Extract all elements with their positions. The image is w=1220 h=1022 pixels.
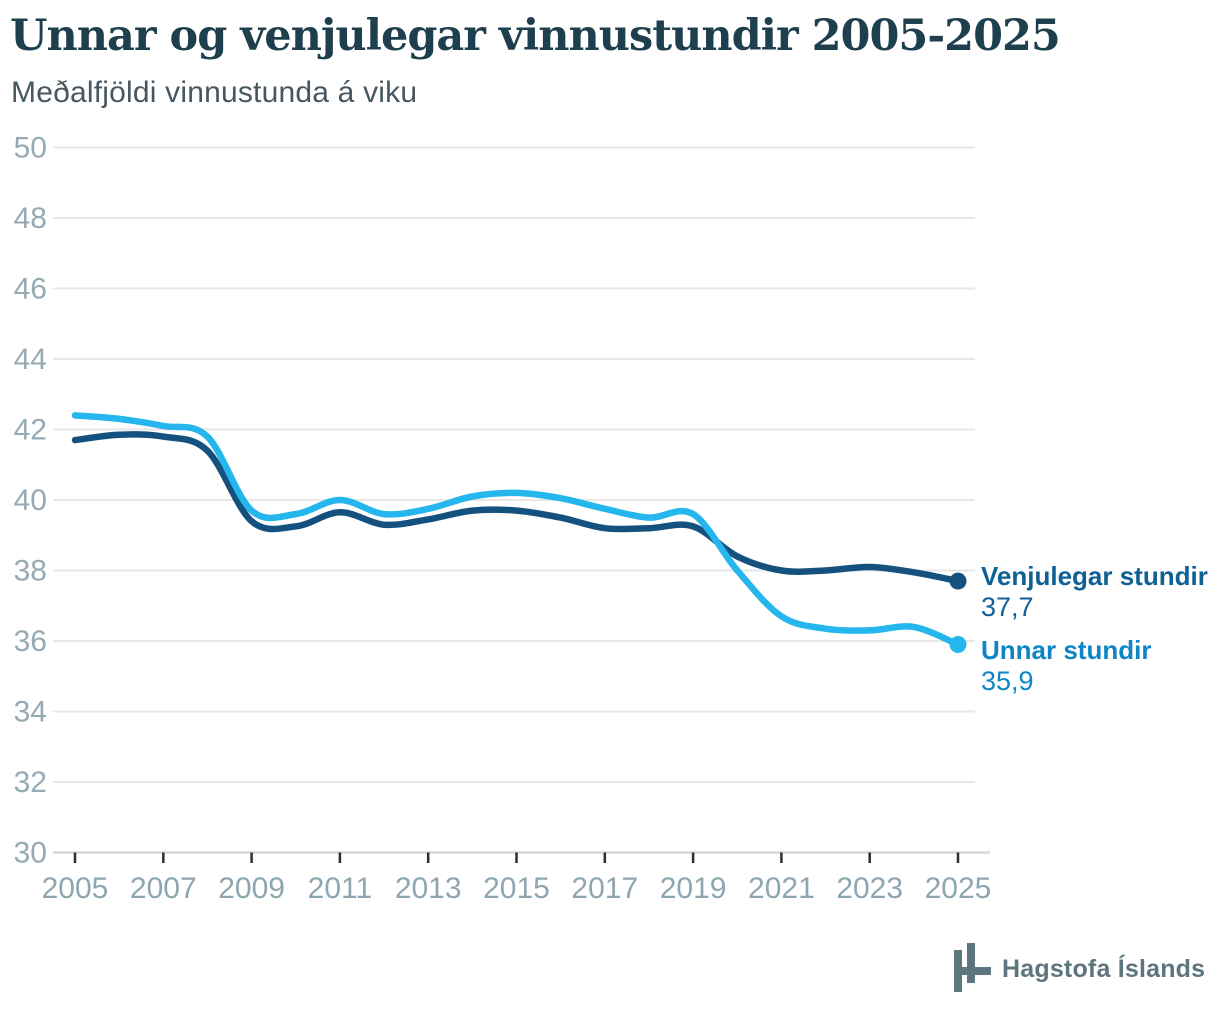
x-axis-tick-label: 2013 — [395, 872, 462, 905]
y-axis-tick-label: 34 — [14, 696, 47, 729]
series-line-unnar-stundir — [71, 412, 962, 648]
series-name: Unnar stundir — [981, 635, 1152, 665]
series-end-dot-venjulegar-stundir — [949, 572, 967, 590]
page-title: Unnar og venjulegar vinnustundir 2005-20… — [10, 11, 1061, 61]
y-axis-tick-label: 32 — [14, 766, 47, 799]
series-line-venjulegar-stundir — [71, 431, 962, 585]
x-axis-tick-label: 2019 — [660, 872, 727, 905]
y-axis-tick-label: 42 — [14, 414, 47, 447]
series-end-value: 35,9 — [981, 666, 1034, 696]
x-axis-tick-label: 2017 — [571, 872, 638, 905]
y-axis-tick-label: 38 — [14, 555, 47, 588]
page-subtitle: Meðalfjöldi vinnustunda á viku — [11, 76, 418, 109]
y-axis-tick-label: 30 — [14, 837, 47, 870]
x-axis-tick-label: 2023 — [836, 872, 903, 905]
x-axis-tick-label: 2025 — [925, 872, 992, 905]
hagstofa-logo-lockup: Hagstofa Íslands — [940, 938, 1220, 1008]
x-axis-tick-label: 2007 — [130, 872, 197, 905]
y-axis-tick-label: 50 — [14, 132, 47, 165]
x-axis-tick-label: 2011 — [308, 872, 373, 905]
y-axis-tick-label: 36 — [14, 625, 47, 658]
series-label-unnar-stundir: Unnar stundir 35,9 — [981, 636, 1151, 695]
y-axis-tick-label: 40 — [14, 484, 47, 517]
series-name: Venjulegar stundir — [981, 561, 1208, 591]
x-axis-tick-label: 2005 — [42, 872, 109, 905]
x-axis-tick-label: 2021 — [748, 872, 815, 905]
series-label-venjulegar-stundir: Venjulegar stundir 37,7 — [981, 562, 1208, 621]
series-end-dot-unnar-stundir — [949, 636, 967, 654]
y-axis-tick-label: 48 — [14, 202, 47, 235]
hagstofa-logo-icon — [967, 943, 975, 983]
y-axis-tick-label: 44 — [14, 343, 47, 376]
y-axis-tick-label: 46 — [14, 273, 47, 306]
x-axis-tick-label: 2009 — [218, 872, 285, 905]
series-end-value: 37,7 — [981, 592, 1034, 622]
brand-name: Hagstofa Íslands — [1002, 955, 1206, 983]
hagstofa-logo-icon — [954, 967, 991, 975]
x-axis-tick-label: 2015 — [483, 872, 550, 905]
